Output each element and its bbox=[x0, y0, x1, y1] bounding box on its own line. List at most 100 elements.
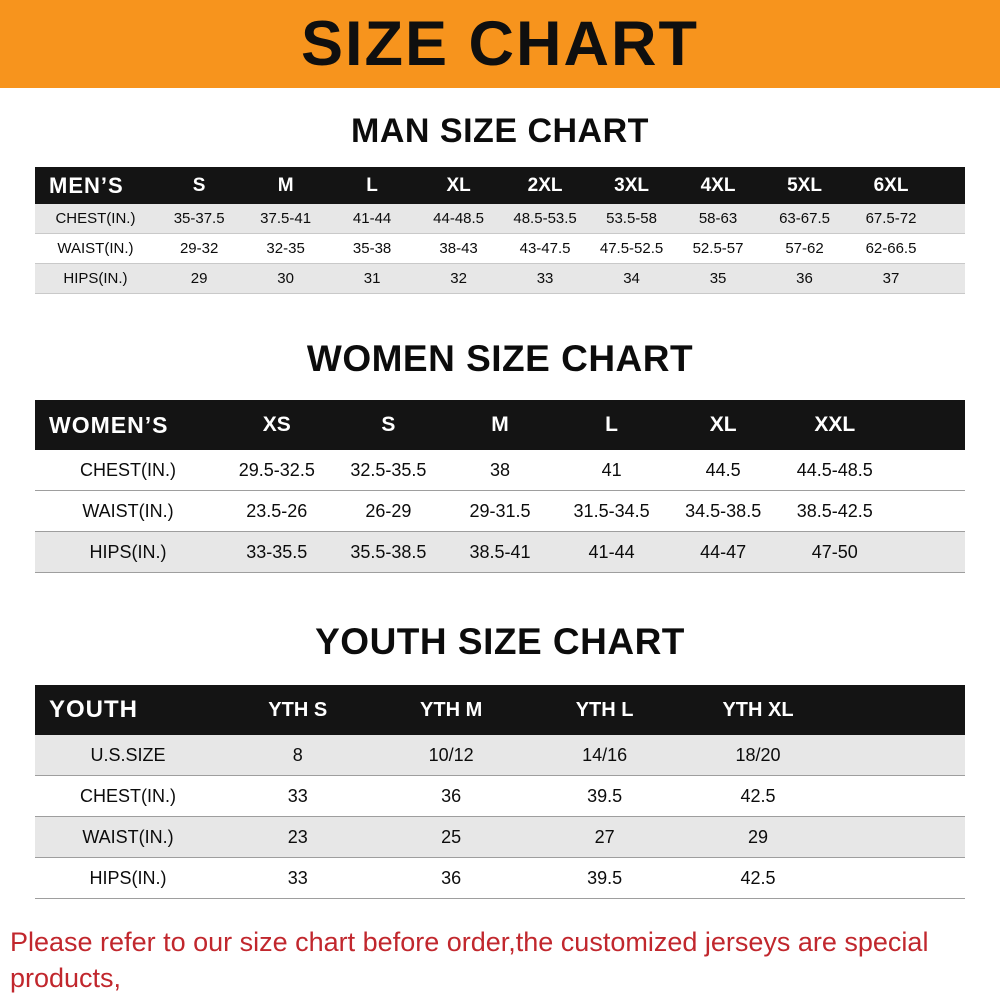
note-line-2: we don’t accept cancel, change, teturn o… bbox=[10, 996, 990, 1000]
section-heading-men: MAN SIZE CHART bbox=[351, 112, 649, 150]
value-cell: 41-44 bbox=[588, 541, 635, 562]
value-cell: 37 bbox=[882, 270, 900, 287]
table-title-cell: WOMEN’S bbox=[49, 411, 169, 438]
value-cell: 39.5 bbox=[587, 785, 623, 806]
women-size-table: WOMEN’S XS S M L XL XXL CHEST(IN.) 29.5-32.5 32.5… bbox=[35, 400, 965, 573]
value-cell: 27 bbox=[594, 826, 615, 847]
row-label-cell: CHEST(IN.) bbox=[55, 210, 136, 227]
column-header-cell: 4XL bbox=[700, 174, 736, 196]
value-cell: 14/16 bbox=[582, 744, 628, 765]
men-size-table: MEN’S S M L XL 2XL 3XL 4XL 5XL 6XL CHEST(IN.) 35-37… bbox=[35, 167, 965, 294]
table-body: CHEST(IN.) 35-37.5 37.5-41 41-44 44-48.5 48.5… bbox=[35, 204, 965, 294]
value-cell: 52.5-57 bbox=[692, 240, 744, 257]
table-row: CHEST(IN.) 29.5-32.5 32.5-35.5 38 41 44.5 44.5… bbox=[35, 450, 965, 491]
section-heading-women: WOMEN SIZE CHART bbox=[306, 338, 694, 379]
table-row: HIPS(IN.) 33-35.5 35.5-38.5 38.5-41 41-44 44-… bbox=[35, 532, 965, 573]
value-cell: 35-38 bbox=[352, 240, 392, 257]
value-cell: 29 bbox=[190, 270, 208, 287]
column-header-cell: XL bbox=[446, 174, 471, 196]
table-row: WAIST(IN.) 29-32 32-35 35-38 38-43 43-47.5 47.… bbox=[35, 234, 965, 264]
table-row: HIPS(IN.) 33 36 39.5 42.5 bbox=[35, 858, 965, 899]
table-header-row: YOUTH YTH S YTH M YTH L YTH XL bbox=[35, 685, 965, 735]
table-header-row: WOMEN’S XS S M L XL XXL bbox=[35, 400, 965, 450]
column-header-cell: YTH XL bbox=[722, 698, 794, 721]
row-label-cell: WAIST(IN.) bbox=[82, 500, 174, 521]
value-cell: 36 bbox=[796, 270, 813, 287]
table-body: CHEST(IN.) 29.5-32.5 32.5-35.5 38 41 44.5 44.5… bbox=[35, 450, 965, 573]
value-cell: 34 bbox=[623, 270, 640, 287]
value-cell: 35.5-38.5 bbox=[350, 541, 427, 562]
value-cell: 53.5-58 bbox=[606, 210, 657, 227]
value-cell: 42.5 bbox=[740, 867, 776, 888]
value-cell: 8 bbox=[292, 744, 303, 765]
value-cell: 63-67.5 bbox=[779, 210, 830, 227]
table-header-row: MEN’S S M L XL 2XL 3XL 4XL 5XL 6XL bbox=[35, 167, 965, 204]
note-line-1: Please refer to our size chart before or… bbox=[10, 927, 929, 993]
value-cell: 25 bbox=[441, 826, 462, 847]
row-label-cell: WAIST(IN.) bbox=[57, 240, 134, 257]
row-label-cell: HIPS(IN.) bbox=[89, 541, 167, 562]
value-cell: 44-47 bbox=[700, 541, 747, 562]
youth-size-section: YOUTH SIZE CHART YOUTH YTH S YTH M YTH L YTH… bbox=[0, 573, 1000, 899]
value-cell: 44.5 bbox=[705, 459, 741, 480]
value-cell: 23 bbox=[287, 826, 308, 847]
value-cell: 38 bbox=[489, 459, 510, 480]
value-cell: 31.5-34.5 bbox=[573, 500, 650, 521]
banner: SIZE CHART bbox=[0, 0, 1000, 88]
table-row: CHEST(IN.) 35-37.5 37.5-41 41-44 44-48.5 48.5… bbox=[35, 204, 965, 234]
value-cell: 34.5-38.5 bbox=[685, 500, 762, 521]
value-cell: 47-50 bbox=[811, 541, 858, 562]
value-cell: 44.5-48.5 bbox=[796, 459, 873, 480]
row-label-cell: CHEST(IN.) bbox=[80, 785, 176, 806]
value-cell: 43-47.5 bbox=[519, 240, 571, 257]
value-cell: 57-62 bbox=[785, 240, 824, 257]
value-cell: 47.5-52.5 bbox=[599, 240, 664, 257]
value-cell: 41-44 bbox=[352, 210, 392, 227]
value-cell: 30 bbox=[277, 270, 294, 287]
value-cell: 35 bbox=[709, 270, 727, 287]
column-header-cell: L bbox=[605, 413, 618, 436]
column-header-cell: M bbox=[277, 174, 294, 196]
value-cell: 39.5 bbox=[587, 867, 623, 888]
women-size-section: WOMEN SIZE CHART WOMEN’S XS S M L XL XXL CHEST(… bbox=[0, 294, 1000, 573]
column-header-cell: 6XL bbox=[873, 174, 909, 196]
value-cell: 33 bbox=[287, 785, 308, 806]
row-label-cell: WAIST(IN.) bbox=[82, 826, 174, 847]
value-cell: 48.5-53.5 bbox=[513, 210, 577, 227]
value-cell: 67.5-72 bbox=[865, 210, 917, 227]
page-title: SIZE CHART bbox=[301, 8, 699, 79]
column-header-cell: S bbox=[381, 413, 396, 436]
column-header-cell: M bbox=[491, 413, 509, 436]
table-row: CHEST(IN.) 33 36 39.5 42.5 bbox=[35, 776, 965, 817]
column-header-cell: XXL bbox=[814, 413, 856, 436]
column-header-cell: YTH M bbox=[420, 698, 483, 721]
value-cell: 18/20 bbox=[735, 744, 781, 765]
column-header-cell: L bbox=[366, 174, 378, 196]
value-cell: 37.5-41 bbox=[260, 210, 312, 227]
value-cell: 36 bbox=[441, 785, 462, 806]
table-row: U.S.SIZE 8 10/12 14/16 18/20 bbox=[35, 735, 965, 776]
row-label-cell: CHEST(IN.) bbox=[80, 459, 176, 480]
value-cell: 26-29 bbox=[365, 500, 412, 521]
value-cell: 36 bbox=[441, 867, 462, 888]
value-cell: 32.5-35.5 bbox=[350, 459, 427, 480]
value-cell: 38.5-42.5 bbox=[796, 500, 873, 521]
value-cell: 32 bbox=[450, 270, 467, 287]
value-cell: 33 bbox=[536, 270, 554, 287]
value-cell: 42.5 bbox=[740, 785, 776, 806]
value-cell: 29-31.5 bbox=[469, 500, 531, 521]
value-cell: 33-35.5 bbox=[246, 541, 308, 562]
value-cell: 38.5-41 bbox=[469, 541, 531, 562]
column-header-cell: 3XL bbox=[614, 174, 649, 196]
value-cell: 31 bbox=[363, 270, 381, 287]
table-row: WAIST(IN.) 23.5-26 26-29 29-31.5 31.5-34.5 34… bbox=[35, 491, 965, 532]
column-header-cell: 2XL bbox=[527, 174, 563, 196]
footer-note: Please refer to our size chart before or… bbox=[0, 925, 1000, 1000]
column-header-cell: XS bbox=[262, 413, 291, 436]
column-header-cell: S bbox=[192, 174, 206, 196]
table-body: U.S.SIZE 8 10/12 14/16 18/20 CHEST(IN.) 33 36 39… bbox=[35, 735, 965, 899]
value-cell: 10/12 bbox=[428, 744, 474, 765]
value-cell: 62-66.5 bbox=[865, 240, 917, 257]
value-cell: 35-37.5 bbox=[173, 210, 225, 227]
